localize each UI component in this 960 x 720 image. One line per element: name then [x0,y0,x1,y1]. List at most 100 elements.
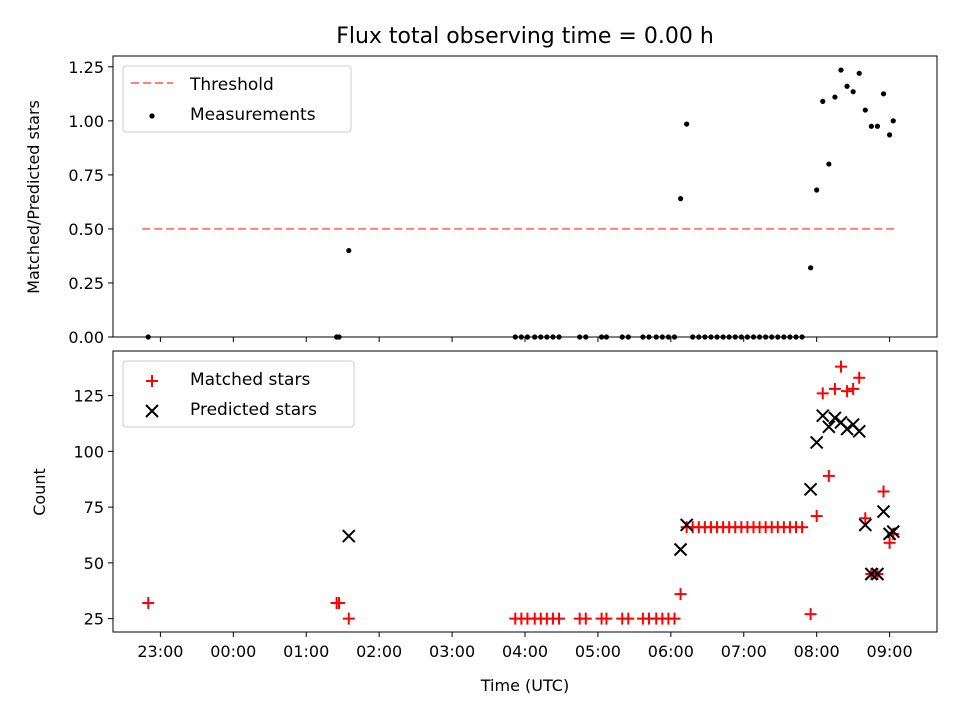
measurement-point [787,334,793,340]
x-tick-label: 07:00 [721,642,767,661]
measurement-point [603,334,610,340]
measurement-point [684,121,690,127]
measurement-point [793,334,799,340]
matched-star-point [883,536,896,549]
measurement-point [696,334,702,340]
measurement-point [556,334,562,340]
measurement-point [665,334,672,340]
measurement-point [874,123,881,129]
y-tick-label: 0.50 [68,220,104,239]
matched-star-point [816,387,829,400]
x-tick-label: 00:00 [210,642,256,661]
measurement-point [799,334,805,340]
matched-star-point [674,588,687,601]
y-tick-label: 125 [73,387,104,406]
measurements-legend-label: Measurements [190,105,316,125]
y-tick-label: 0.75 [68,166,104,185]
y-tick-label: 1.00 [68,112,104,131]
measurement-point [145,334,151,340]
count-legend: Matched stars Predicted stars [122,360,355,428]
measurement-point [720,334,726,340]
predicted-star-point [876,504,891,519]
measurement-point [336,334,342,340]
measurement-point [738,334,744,340]
measurement-point [625,334,631,340]
ratio-legend-box [122,65,352,133]
count-legend-box [122,360,355,428]
matched-star-point [810,510,823,523]
matched-star-point [796,521,809,534]
measurement-point [708,334,714,340]
measurement-point [856,70,862,76]
matched-star-point [622,612,635,625]
y-tick-label: 25 [84,610,104,629]
measurement-point [690,334,696,340]
x-tick-label: 09:00 [867,642,913,661]
measurement-point [659,334,665,340]
measurement-point [862,107,868,113]
x-tick-label: 03:00 [429,642,475,661]
measurement-point [671,334,678,340]
measurement-point [532,334,538,340]
y-tick-label: 0.25 [68,274,104,293]
matched-star-point [834,360,847,373]
measurement-point [775,334,781,340]
measurement-point [702,334,708,340]
matched-star-point [828,382,841,395]
measurement-point [826,161,832,167]
predicted-star-point [822,420,836,434]
measurement-point [346,247,352,254]
predicted-star-point [828,411,842,425]
x-axis-label: Time (UTC) [480,676,569,695]
matched-star-point [333,597,346,610]
measurement-point [887,132,893,138]
measurement-point [619,334,625,340]
predicted-star-point [803,482,818,496]
predicted-star-point [852,424,866,438]
measurement-point [750,334,757,340]
measurement-point [820,98,826,104]
measurement-point [726,334,732,340]
measurement-point [808,265,814,271]
predicted-star-point [864,567,879,581]
matched-star-point [668,612,681,625]
y-tick-label: 100 [73,442,104,461]
chart-title: Flux total observing time = 0.00 h [336,24,714,49]
measurement-point [744,334,751,340]
matched-star-point [859,512,872,525]
measurement-point [850,89,856,95]
ratio-legend: Threshold Measurements [122,65,352,133]
measurements-legend-swatch [149,113,155,119]
ratio-y-axis-label: Matched/Predicted stars [24,100,43,294]
predicted-star-point [679,518,694,532]
y-tick-label: 0.00 [68,328,104,347]
matched-star-point [342,612,355,625]
measurement-point [524,334,531,340]
predicted-star-point [870,567,885,581]
y-tick-label: 1.25 [68,58,104,77]
threshold-legend-label: Threshold [189,75,274,95]
matched-star-point [579,612,592,625]
x-tick-label: 04:00 [502,642,548,661]
measurement-point [544,334,550,340]
count-marks [142,360,900,625]
measurement-point [880,91,887,97]
predicted-star-point [858,518,873,532]
measurement-point [714,334,720,340]
count-x-ticks: 23:00 00:00 01:00 02:00 03:00 04:00 05:00 06:00… [137,632,913,661]
matched-star-point [877,485,890,498]
matched-star-point [822,469,835,482]
matched-star-point [142,597,155,610]
predicted-star-point [840,422,854,436]
measurement-point [677,196,684,202]
measurement-point [518,334,524,340]
count-y-ticks: 25 50 75 100 125 [73,387,113,629]
x-tick-label: 05:00 [575,642,621,661]
measurement-point [598,334,605,340]
matched-star-point [553,612,566,625]
ratio-y-ticks: 0.00 0.25 0.50 0.75 1.00 1.25 [68,58,113,347]
measurement-point [838,67,844,73]
matched-star-point [600,612,613,625]
predicted-legend-label: Predicted stars [190,400,317,420]
